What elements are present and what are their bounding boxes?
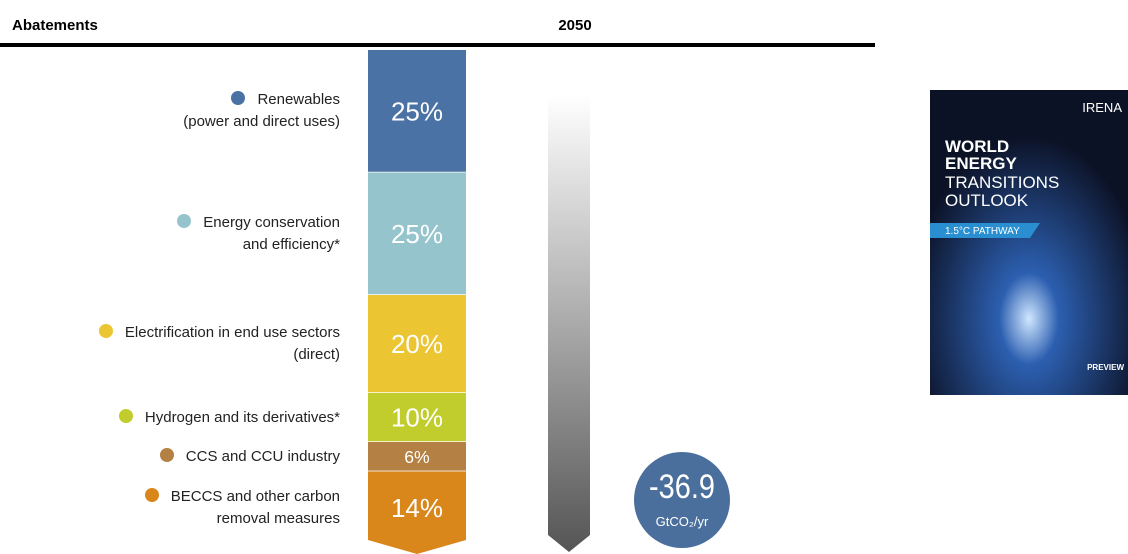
value-label: 25% bbox=[391, 96, 443, 126]
value-label: 20% bbox=[391, 329, 443, 359]
category-label: Hydrogen and its derivatives* bbox=[118, 407, 340, 429]
cover-line: ENERGY bbox=[945, 154, 1017, 173]
category-text: Energy conservation and efficiency* bbox=[203, 213, 340, 253]
legend-dot bbox=[177, 213, 192, 228]
segment bbox=[368, 295, 466, 393]
category-text: Renewables (power and direct uses) bbox=[183, 91, 340, 131]
cover-tag-bg bbox=[930, 223, 1040, 238]
cover-brand: IRENA bbox=[1082, 100, 1122, 115]
value-label: 25% bbox=[391, 219, 443, 249]
category-text: CCS and CCU industry bbox=[185, 447, 340, 465]
cover-badge: PREVIEW bbox=[1087, 363, 1124, 372]
cover-line: OUTLOOK bbox=[945, 191, 1029, 210]
cover-line: TRANSITIONS bbox=[945, 173, 1059, 192]
category-label: BECCS and other carbon removal measures bbox=[144, 486, 340, 530]
legend-dot bbox=[159, 447, 174, 462]
category-text: Electrification in end use sectors (dire… bbox=[124, 324, 340, 363]
category-label: CCS and CCU industry bbox=[159, 446, 340, 468]
category-text: Hydrogen and its derivatives* bbox=[144, 408, 340, 426]
cover-tag: 1.5°C PATHWAY bbox=[945, 226, 1020, 237]
legend-dot bbox=[231, 91, 246, 106]
category-label: Renewables (power and direct uses) bbox=[183, 89, 340, 133]
segment bbox=[368, 50, 466, 173]
legend-dot bbox=[98, 324, 113, 338]
segment bbox=[368, 172, 466, 295]
value-label: 6% bbox=[404, 447, 430, 467]
total-value: -36.9 bbox=[649, 467, 715, 506]
value-label: 10% bbox=[391, 403, 443, 433]
category-text: BECCS and other carbon removal measures bbox=[170, 487, 340, 527]
title: Abatements bbox=[12, 17, 98, 34]
total-unit: GtCO₂/yr bbox=[656, 514, 709, 529]
category-label: Electrification in end use sectors (dire… bbox=[98, 322, 340, 366]
reduction-arrow bbox=[548, 95, 590, 552]
header-rule bbox=[0, 43, 875, 47]
legend-dot bbox=[144, 487, 159, 502]
total-circle bbox=[634, 452, 730, 548]
value-label: 14% bbox=[391, 493, 443, 523]
category-label: Energy conservation and efficiency* bbox=[177, 212, 340, 256]
cover-bg bbox=[930, 90, 1128, 395]
year: 2050 bbox=[558, 17, 591, 34]
legend-dot bbox=[118, 408, 133, 423]
segment bbox=[368, 471, 466, 554]
segment bbox=[368, 442, 466, 472]
cover: IRENA WORLD ENERGY TRANSITIONS OUTLOOK 1… bbox=[930, 90, 1128, 395]
segment bbox=[368, 393, 466, 442]
cover-line: WORLD bbox=[945, 137, 1009, 156]
